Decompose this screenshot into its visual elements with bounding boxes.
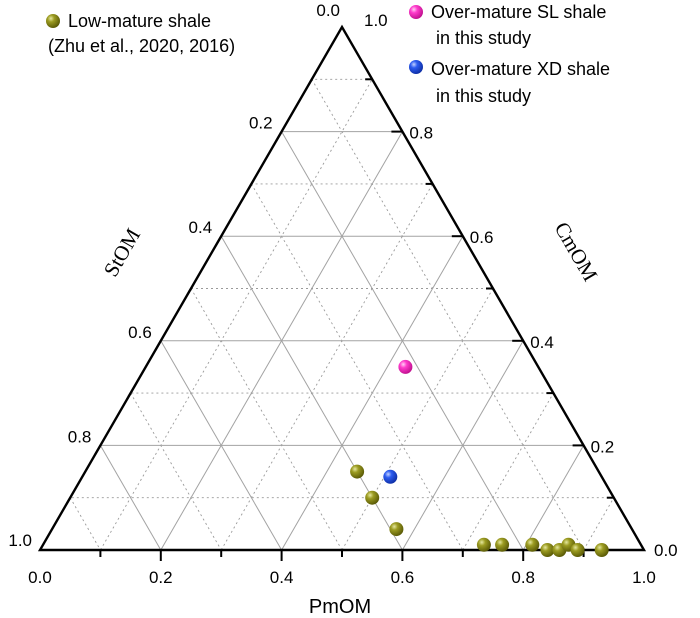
data-point-series-0-2 xyxy=(389,522,404,537)
axis-title-cmom: CmOM xyxy=(550,218,603,286)
tick-label-cmom: 0.4 xyxy=(530,333,554,352)
legend-label-xd-note: in this study xyxy=(436,86,531,106)
tick-left xyxy=(275,131,283,142)
data-point-series-0-1 xyxy=(365,490,380,505)
gridline-pmom xyxy=(583,497,615,551)
tick-left xyxy=(307,78,313,86)
gridline-stom xyxy=(311,79,584,551)
data-points xyxy=(350,359,609,557)
data-point-series-2-0 xyxy=(383,469,398,484)
tick-label-pmom: 0.6 xyxy=(391,568,415,587)
legend-label-low-mature-ref: (Zhu et al., 2020, 2016) xyxy=(48,36,235,56)
axis-title-pmom: PmOM xyxy=(309,596,371,618)
gridline-pmom xyxy=(100,79,373,551)
major-gridlines xyxy=(99,131,585,551)
tick-label-stom: 0.2 xyxy=(249,114,273,133)
tick-label-stom: 0.8 xyxy=(68,427,92,446)
data-point-series-1-0 xyxy=(398,359,413,374)
gridline-stom xyxy=(130,392,222,551)
tick-label-stom: 1.0 xyxy=(8,531,32,550)
data-point-series-0-5 xyxy=(525,537,540,552)
gridline-stom xyxy=(160,340,283,551)
legend-label-sl: Over-mature SL shale xyxy=(431,2,606,22)
legend-marker-low-mature xyxy=(46,14,60,28)
tick-marks xyxy=(65,78,614,561)
data-point-series-0-10 xyxy=(594,543,609,557)
gridline-pmom xyxy=(462,392,554,551)
tick-label-stom: 0.4 xyxy=(189,218,213,237)
tick-left xyxy=(214,235,223,247)
tick-label-pmom: 0.4 xyxy=(270,568,294,587)
minor-gridlines xyxy=(69,78,615,551)
gridline-stom xyxy=(251,183,464,551)
legend-marker-xd xyxy=(409,60,423,74)
tick-left xyxy=(126,392,132,400)
gridline-pmom xyxy=(401,340,524,551)
tick-label-cmom: 0.6 xyxy=(470,228,494,247)
gridline-stom xyxy=(69,497,101,551)
tick-label-pmom: 0.2 xyxy=(149,568,173,587)
tick-label-cmom: 0.8 xyxy=(409,124,433,143)
gridline-stom xyxy=(99,445,162,551)
legend-item-low-mature: Low-mature shale (Zhu et al., 2020, 2016… xyxy=(46,11,235,56)
tick-left xyxy=(186,287,192,296)
tick-label-pmom: 1.0 xyxy=(632,568,656,587)
tick-labels: 0.0 0.0 0.0 0.2 0.2 0.2 0.4 0.4 0.4 0.6 0.6 0.6 0.8 0… xyxy=(8,1,677,587)
tick-label-cmom: 0.0 xyxy=(654,541,678,560)
tick-label-pmom: 0.0 xyxy=(28,568,52,587)
gridline-pmom xyxy=(220,183,433,551)
gridline-pmom xyxy=(281,235,464,551)
data-point-series-0-3 xyxy=(476,537,491,552)
gridline-pmom xyxy=(522,445,585,551)
legend-label-low-mature: Low-mature shale xyxy=(68,11,211,31)
tick-label-cmom: 0.2 xyxy=(591,437,615,456)
data-point-series-0-0 xyxy=(350,464,365,479)
data-point-series-0-9 xyxy=(570,543,585,557)
gridline-pmom xyxy=(341,288,494,551)
legend-marker-sl xyxy=(409,5,423,19)
data-point-series-0-4 xyxy=(495,537,510,552)
tick-left xyxy=(154,340,162,351)
legend-label-xd: Over-mature XD shale xyxy=(431,59,610,79)
tick-left xyxy=(65,497,72,505)
gridline-stom xyxy=(190,288,343,551)
tick-label-stom: 0.0 xyxy=(316,1,340,20)
legend-item-sl: Over-mature SL shale in this study xyxy=(409,2,606,48)
tick-label-cmom: 1.0 xyxy=(364,11,388,30)
legend: Low-mature shale (Zhu et al., 2020, 2016… xyxy=(46,2,610,106)
tick-label-stom: 0.6 xyxy=(128,323,152,342)
tick-left xyxy=(94,444,102,456)
axis-title-stom: StOM xyxy=(99,224,146,281)
legend-item-xd: Over-mature XD shale in this study xyxy=(409,59,610,106)
legend-label-sl-note: in this study xyxy=(436,28,531,48)
tick-left xyxy=(247,183,253,191)
tick-label-pmom: 0.8 xyxy=(511,568,535,587)
data-point-series-0-6 xyxy=(540,543,555,557)
